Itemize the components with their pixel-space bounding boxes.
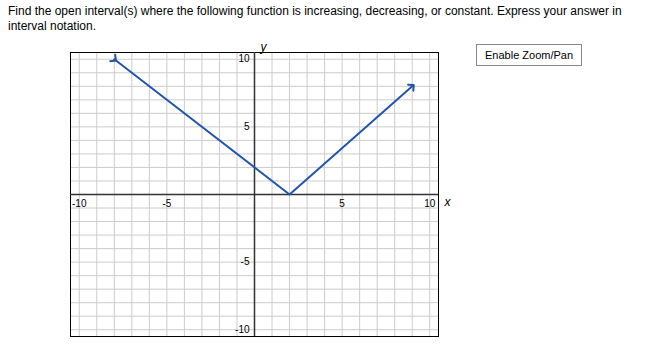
svg-text:-5: -5: [241, 256, 250, 267]
html-text:Find the open interval(s) wher: Find the open interval(s) where the foll…: [8, 4, 622, 33]
svg-text:5: 5: [244, 121, 250, 132]
svg-text:x: x: [444, 195, 452, 209]
svg-text:-10: -10: [235, 324, 250, 335]
svg-text:-5: -5: [162, 198, 171, 209]
svg-text:-10: -10: [72, 198, 87, 209]
svg-text:y: y: [260, 40, 268, 54]
svg-text:5: 5: [339, 198, 345, 209]
html-text:Enable Zoom/Pan: Enable Zoom/Pan: [485, 49, 574, 61]
svg-text:10: 10: [424, 198, 436, 209]
svg-text:10: 10: [238, 53, 250, 64]
